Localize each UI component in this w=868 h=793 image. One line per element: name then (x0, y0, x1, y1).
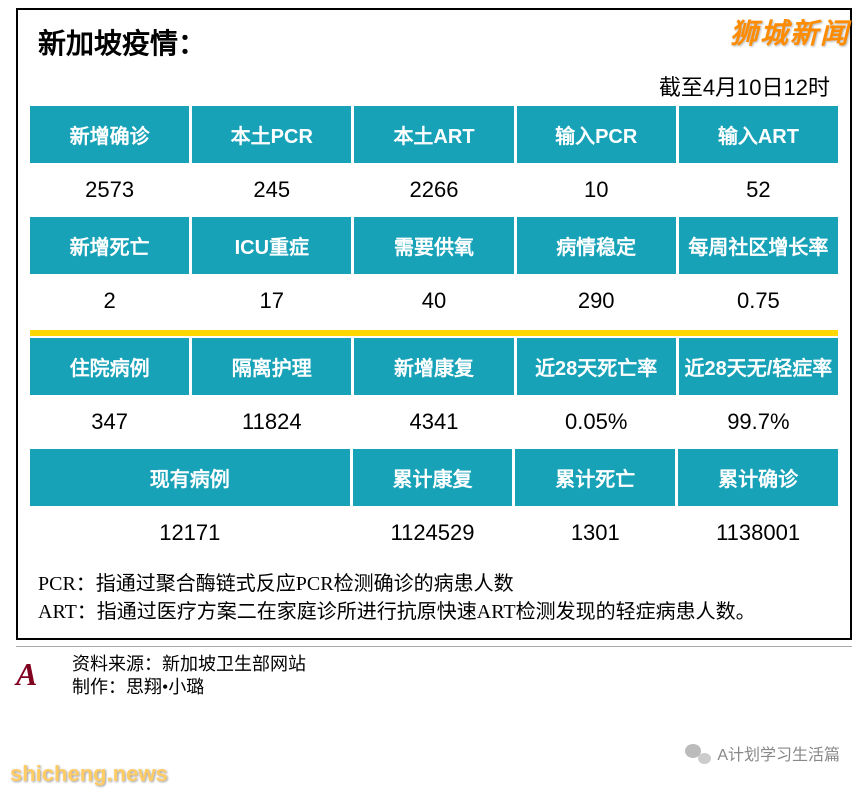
header-oxygen: 需要供氧 (354, 217, 513, 274)
watermark-bottom: shicheng.news (10, 761, 168, 787)
footer-text: 资料来源：新加坡卫生部网站 制作：思翔•小璐 (72, 653, 306, 700)
header-new-deaths: 新增死亡 (30, 217, 189, 274)
footer-credit: 制作：思翔•小璐 (72, 676, 306, 699)
row3-headers: 住院病例 隔离护理 新增康复 近28天死亡率 近28天无/轻症率 (30, 338, 838, 395)
row3-values: 347 11824 4341 0.05% 99.7% (30, 395, 838, 449)
header-icu: ICU重症 (192, 217, 351, 274)
header-weekly-rate: 每周社区增长率 (679, 217, 838, 274)
header-total-recovered: 累计康复 (353, 449, 513, 506)
header-local-art: 本土ART (354, 106, 513, 163)
header-local-pcr: 本土PCR (192, 106, 351, 163)
wechat-icon (685, 742, 711, 764)
value-total-deaths: 1301 (515, 506, 675, 560)
wechat-label: A计划学习生活篇 (717, 741, 840, 765)
header-total-cases: 累计确诊 (678, 449, 838, 506)
header-import-art: 输入ART (679, 106, 838, 163)
header-new-recovered: 新增康复 (354, 338, 513, 395)
value-local-art: 2266 (354, 163, 513, 217)
value-new-deaths: 2 (30, 274, 189, 328)
value-active-cases: 12171 (30, 506, 350, 560)
row1-headers: 新增确诊 本土PCR 本土ART 输入PCR 输入ART (30, 106, 838, 163)
header-28d-mild: 近28天无/轻症率 (679, 338, 838, 395)
row2-headers: 新增死亡 ICU重症 需要供氧 病情稳定 每周社区增长率 (30, 217, 838, 274)
logo-icon: A (16, 656, 64, 696)
value-total-recovered: 1124529 (353, 506, 513, 560)
value-import-art: 52 (679, 163, 838, 217)
header-stable: 病情稳定 (517, 217, 676, 274)
value-oxygen: 40 (354, 274, 513, 328)
value-28d-death: 0.05% (517, 395, 676, 449)
value-new-recovered: 4341 (354, 395, 513, 449)
main-title: 新加坡疫情： (30, 22, 838, 62)
value-total-cases: 1138001 (678, 506, 838, 560)
header-new-cases: 新增确诊 (30, 106, 189, 163)
header-import-pcr: 输入PCR (517, 106, 676, 163)
note-art: ART：指通过医疗方案二在家庭诊所进行抗原快速ART检测发现的轻症病患人数。 (38, 598, 830, 626)
value-weekly-rate: 0.75 (679, 274, 838, 328)
value-import-pcr: 10 (517, 163, 676, 217)
timestamp-subtitle: 截至4月10日12时 (30, 70, 838, 102)
header-active-cases: 现有病例 (30, 449, 350, 506)
value-isolation: 11824 (192, 395, 351, 449)
footer-source: 资料来源：新加坡卫生部网站 (72, 653, 306, 676)
note-pcr: PCR：指通过聚合酶链式反应PCR检测确诊的病患人数 (38, 570, 830, 598)
header-total-deaths: 累计死亡 (515, 449, 675, 506)
footer: A 资料来源：新加坡卫生部网站 制作：思翔•小璐 (16, 646, 852, 700)
header-28d-death: 近28天死亡率 (517, 338, 676, 395)
wechat-attribution: A计划学习生活篇 (685, 741, 840, 765)
value-new-cases: 2573 (30, 163, 189, 217)
row4-headers: 现有病例 累计康复 累计死亡 累计确诊 (30, 449, 838, 506)
watermark-top: 狮城新闻 (730, 12, 850, 52)
row4-values: 12171 1124529 1301 1138001 (30, 506, 838, 560)
separator-yellow (30, 330, 838, 336)
value-local-pcr: 245 (192, 163, 351, 217)
value-28d-mild: 99.7% (679, 395, 838, 449)
infographic-container: 新加坡疫情： 截至4月10日12时 新增确诊 本土PCR 本土ART 输入PCR… (16, 8, 852, 640)
notes-section: PCR：指通过聚合酶链式反应PCR检测确诊的病患人数 ART：指通过医疗方案二在… (30, 560, 838, 630)
row1-values: 2573 245 2266 10 52 (30, 163, 838, 217)
header-hospitalized: 住院病例 (30, 338, 189, 395)
header-isolation: 隔离护理 (192, 338, 351, 395)
value-hospitalized: 347 (30, 395, 189, 449)
row2-values: 2 17 40 290 0.75 (30, 274, 838, 328)
value-icu: 17 (192, 274, 351, 328)
value-stable: 290 (517, 274, 676, 328)
